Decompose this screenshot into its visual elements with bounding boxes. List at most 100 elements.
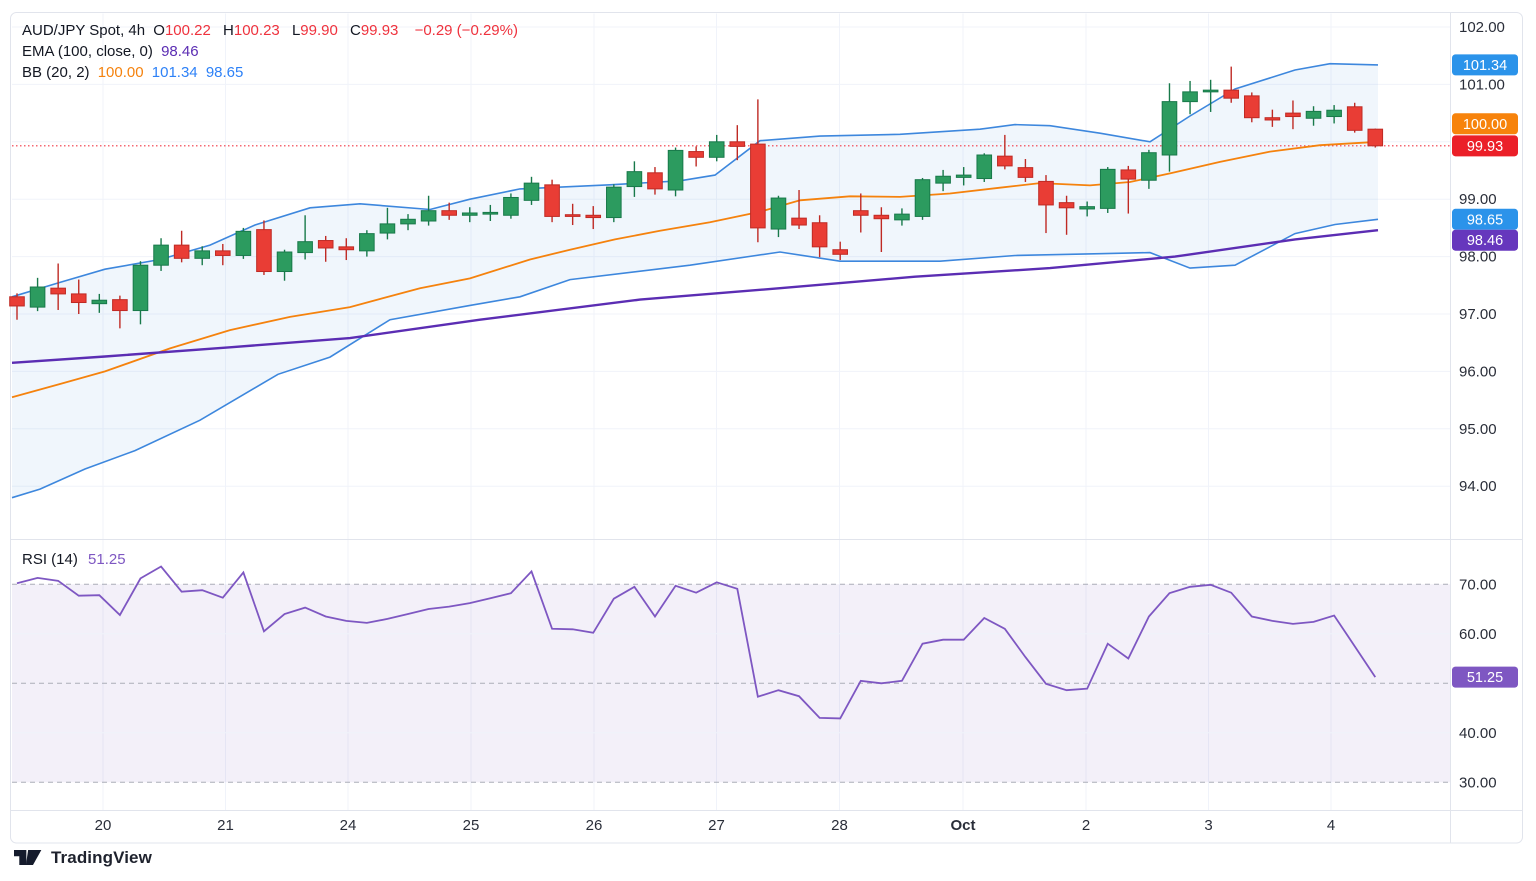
candle-body bbox=[585, 214, 602, 219]
price-badge-text: 100.00 bbox=[1463, 117, 1507, 133]
candle-body bbox=[359, 233, 375, 252]
candle-body bbox=[1038, 180, 1054, 206]
candle-body bbox=[606, 186, 622, 219]
price-tick: 95.00 bbox=[1459, 421, 1497, 438]
candle-body bbox=[523, 182, 540, 201]
candle-body bbox=[1202, 89, 1219, 93]
symbol-title: AUD/JPY Spot, 4h bbox=[22, 22, 146, 39]
price-badge bbox=[1452, 135, 1518, 157]
candle-body bbox=[297, 241, 313, 254]
candle-body bbox=[400, 218, 416, 225]
time-axis-labels[interactable]: 20 21 24 25 26 27 28 Oct 2 3 4 bbox=[95, 817, 1336, 834]
candle-body bbox=[482, 211, 499, 215]
candle-body bbox=[9, 296, 25, 307]
price-tick: 94.00 bbox=[1459, 478, 1497, 495]
candle-body bbox=[441, 210, 457, 216]
candle-body bbox=[997, 155, 1013, 167]
price-badge-text: 101.34 bbox=[1463, 58, 1507, 74]
chart-frame bbox=[10, 12, 1523, 844]
time-label: 26 bbox=[586, 817, 603, 834]
symbol-row[interactable]: AUD/JPY Spot, 4h O100.22 H100.23 L99.90 … bbox=[22, 20, 522, 41]
candle-body bbox=[1305, 110, 1322, 119]
price-badge bbox=[1452, 208, 1518, 230]
price-tick: 97.00 bbox=[1459, 306, 1497, 323]
ema-label: EMA (100, close, 0) bbox=[22, 43, 153, 60]
price-badge bbox=[1452, 229, 1518, 251]
candle-body bbox=[1244, 95, 1260, 119]
candle-body bbox=[811, 222, 828, 248]
vertical-gridlines bbox=[102, 13, 1332, 810]
candle-body bbox=[1017, 167, 1034, 178]
price-axis-badges: 101.34 100.00 99.93 98.65 98.46 bbox=[1452, 54, 1518, 251]
candle-body bbox=[50, 287, 66, 295]
price-badge bbox=[1452, 54, 1518, 76]
price-badge bbox=[1452, 113, 1518, 135]
time-label: 2 bbox=[1082, 817, 1090, 834]
rsi-value: 51.25 bbox=[88, 551, 126, 568]
time-label: 21 bbox=[217, 817, 234, 834]
price-tick: 101.00 bbox=[1459, 76, 1505, 93]
candle-body bbox=[626, 171, 643, 188]
price-gridlines bbox=[12, 26, 1450, 487]
rsi-tick: 40.00 bbox=[1459, 725, 1497, 742]
rsi-axis-ticks[interactable]: 70.00 60.00 40.00 30.00 bbox=[1459, 576, 1497, 791]
ohlc-close: C99.93 bbox=[350, 22, 399, 39]
rsi-line bbox=[16, 565, 1377, 720]
ohlc-open: O100.22 bbox=[153, 22, 211, 39]
ema-legend-row[interactable]: EMA (100, close, 0) 98.46 bbox=[22, 41, 522, 62]
ema-value: 98.46 bbox=[161, 43, 199, 60]
candle-body bbox=[791, 217, 807, 226]
candle-body bbox=[132, 264, 149, 312]
bb-basis-value: 100.00 bbox=[97, 64, 144, 81]
candle-body bbox=[935, 175, 951, 184]
price-tick: 96.00 bbox=[1459, 363, 1497, 380]
time-label: 4 bbox=[1327, 817, 1335, 834]
rsi-legend-row[interactable]: RSI (14) 51.25 bbox=[22, 551, 126, 568]
candle-body bbox=[173, 244, 190, 259]
rsi-badge bbox=[1452, 666, 1518, 688]
rsi-tick: 30.00 bbox=[1459, 774, 1497, 791]
candle-body bbox=[29, 286, 46, 308]
candle-body bbox=[1264, 117, 1281, 121]
candle-body bbox=[544, 184, 560, 217]
candle-body bbox=[750, 143, 766, 229]
candle-body bbox=[1285, 112, 1301, 118]
candle-body bbox=[70, 293, 87, 304]
time-label: 27 bbox=[708, 817, 725, 834]
time-label: 24 bbox=[340, 817, 357, 834]
price-axis-ticks[interactable]: 102.00 101.00 99.00 98.00 97.00 96.00 95.00 94.… bbox=[1459, 19, 1505, 495]
candle-body bbox=[1182, 91, 1198, 103]
candle-body bbox=[729, 141, 746, 147]
candle-body bbox=[256, 229, 272, 273]
candle-body bbox=[647, 172, 663, 190]
candle-body bbox=[852, 210, 869, 216]
rsi-label: RSI (14) bbox=[22, 551, 78, 568]
time-label: 20 bbox=[95, 817, 112, 834]
bb-label: BB (20, 2) bbox=[22, 64, 90, 81]
tradingview-attribution[interactable]: TradingView bbox=[14, 848, 152, 868]
time-label: Oct bbox=[950, 817, 975, 834]
candle-body bbox=[667, 149, 684, 191]
candle-body bbox=[1120, 169, 1137, 180]
price-badge-text: 98.65 bbox=[1467, 212, 1503, 228]
bb-legend-row[interactable]: BB (20, 2) 100.00 101.34 98.65 bbox=[22, 62, 522, 83]
candle-body bbox=[1161, 101, 1178, 156]
candle-body bbox=[1058, 202, 1075, 209]
price-tick: 99.00 bbox=[1459, 191, 1497, 208]
change-value: −0.29 (−0.29%) bbox=[414, 22, 518, 39]
candles[interactable] bbox=[9, 66, 1384, 329]
ema-line bbox=[11, 229, 1379, 364]
tradingview-wordmark: TradingView bbox=[51, 848, 152, 867]
candle-body bbox=[873, 214, 890, 220]
ohlc-high: H100.23 bbox=[223, 22, 280, 39]
candle-body bbox=[832, 249, 849, 255]
candle-body bbox=[770, 197, 787, 230]
candle-body bbox=[1079, 206, 1095, 210]
candle-body bbox=[688, 151, 704, 158]
candle-body bbox=[894, 213, 910, 221]
price-tick: 98.00 bbox=[1459, 249, 1497, 266]
candle-body bbox=[564, 214, 581, 217]
symbol-legend: AUD/JPY Spot, 4h O100.22 H100.23 L99.90 … bbox=[22, 20, 522, 83]
candle-body bbox=[1367, 128, 1384, 147]
